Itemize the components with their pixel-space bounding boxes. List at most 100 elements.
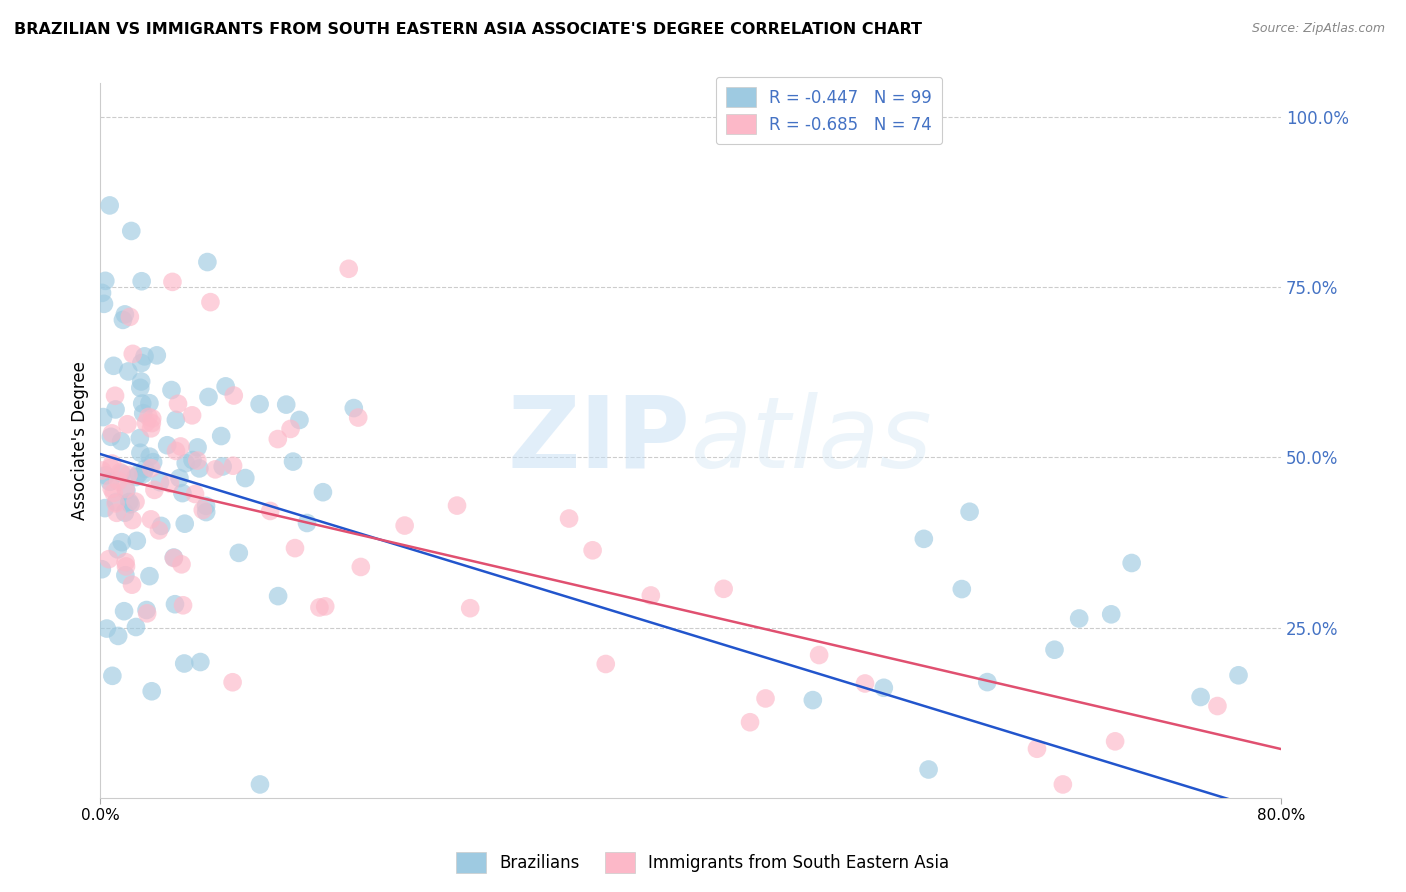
Point (100, 460, 122, 475)
Point (125, 470, 148, 484)
Point (312, 485, 335, 500)
Point (108, 465, 131, 479)
Point (114, 555, 136, 569)
Point (98, 475, 121, 489)
Point (165, 413, 187, 427)
Point (204, 462, 226, 476)
Point (121, 513, 143, 527)
Point (101, 669, 124, 683)
Point (343, 401, 366, 415)
Point (337, 261, 360, 276)
Point (107, 474, 129, 488)
Point (738, 715, 761, 730)
Point (233, 471, 256, 485)
Point (267, 432, 290, 446)
Text: Source: ZipAtlas.com: Source: ZipAtlas.com (1251, 22, 1385, 36)
Point (97, 552, 120, 566)
Point (103, 359, 125, 373)
Point (640, 589, 662, 603)
Point (276, 398, 298, 412)
Point (141, 461, 163, 475)
Point (259, 504, 281, 518)
Point (138, 450, 160, 464)
Point (950, 582, 973, 596)
Point (211, 459, 233, 474)
Point (142, 455, 165, 469)
Point (222, 388, 245, 402)
Point (801, 693, 824, 707)
Point (169, 471, 191, 485)
Point (105, 506, 128, 520)
Point (181, 409, 204, 423)
Point (347, 410, 370, 425)
Point (114, 568, 136, 582)
Text: BRAZILIAN VS IMMIGRANTS FROM SOUTH EASTERN ASIA ASSOCIATE'S DEGREE CORRELATION C: BRAZILIAN VS IMMIGRANTS FROM SOUTH EASTE… (14, 22, 922, 37)
Point (91, 410, 114, 425)
Point (107, 629, 129, 643)
Point (115, 483, 138, 498)
Point (190, 655, 212, 669)
Point (1052, 777, 1074, 791)
Point (131, 396, 153, 410)
Point (188, 461, 211, 475)
Point (713, 582, 735, 596)
Point (149, 475, 172, 490)
Text: atlas: atlas (690, 392, 932, 489)
Point (156, 438, 179, 452)
Point (107, 542, 129, 557)
Point (172, 486, 194, 500)
Point (163, 550, 186, 565)
Point (114, 506, 136, 520)
Point (754, 691, 776, 706)
Point (308, 600, 330, 615)
Y-axis label: Associate's Degree: Associate's Degree (72, 361, 89, 520)
Point (295, 516, 318, 530)
Point (129, 446, 152, 460)
Point (117, 364, 139, 378)
Point (128, 467, 150, 481)
Point (314, 599, 336, 614)
Point (124, 494, 146, 508)
Point (173, 657, 195, 671)
Point (134, 350, 156, 364)
Point (135, 416, 157, 430)
Point (917, 763, 939, 777)
Point (184, 487, 207, 501)
Point (110, 434, 132, 449)
Point (959, 505, 981, 519)
Point (138, 396, 160, 410)
Point (131, 356, 153, 370)
Point (129, 381, 152, 395)
Point (221, 675, 243, 690)
Point (104, 496, 127, 510)
Point (159, 476, 181, 491)
Point (118, 310, 141, 324)
Point (98, 198, 121, 212)
Point (558, 511, 581, 525)
Point (101, 457, 124, 471)
Point (103, 486, 125, 500)
Point (105, 495, 128, 509)
Point (121, 577, 143, 591)
Legend: R = -0.447   N = 99, R = -0.685   N = 74: R = -0.447 N = 99, R = -0.685 N = 74 (716, 77, 942, 145)
Point (350, 560, 373, 574)
Point (121, 347, 143, 361)
Point (1069, 611, 1091, 625)
Point (170, 558, 193, 572)
Point (976, 675, 998, 690)
Point (138, 569, 160, 583)
Point (228, 546, 250, 560)
Point (912, 532, 935, 546)
Point (172, 599, 194, 613)
Point (1227, 668, 1250, 682)
Point (186, 453, 208, 467)
Point (581, 543, 603, 558)
Point (1189, 690, 1212, 704)
Point (93, 297, 115, 311)
Point (91, 285, 114, 300)
Point (222, 458, 245, 473)
Point (284, 541, 307, 555)
Point (132, 467, 155, 481)
Point (112, 604, 135, 618)
Point (118, 495, 141, 509)
